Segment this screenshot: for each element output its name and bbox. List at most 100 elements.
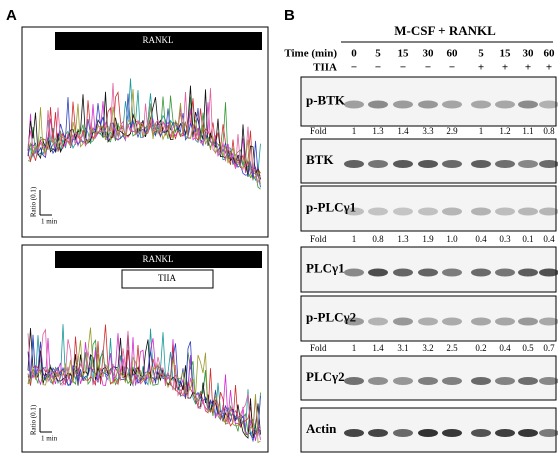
band: [518, 160, 538, 168]
band: [418, 429, 438, 437]
tiia-value: +: [525, 62, 531, 74]
inhibitor-box: [121, 269, 214, 289]
fold-value: 3.3: [422, 126, 434, 136]
band: [539, 268, 558, 277]
band: [518, 429, 538, 437]
fold-value: 0.8: [543, 126, 555, 136]
band: [344, 100, 364, 109]
band: [344, 377, 364, 385]
band: [418, 377, 438, 385]
fold-value: 0.4: [475, 234, 487, 244]
band: [539, 377, 558, 385]
tiia-value: −: [400, 62, 406, 74]
fold-value: 0.5: [522, 343, 534, 353]
fold-value: 1.4: [397, 126, 409, 136]
fold-value: 0.4: [543, 234, 555, 244]
fold-value: 1: [352, 126, 357, 136]
fold-value: 3.1: [397, 343, 408, 353]
band: [368, 160, 388, 168]
fold-value: 0.3: [499, 234, 511, 244]
fold-value: 1: [352, 343, 357, 353]
fold-value: 0.8: [372, 234, 384, 244]
time-value: 5: [375, 48, 381, 60]
band: [418, 100, 438, 109]
blot-label: BTK: [306, 152, 334, 167]
band: [539, 100, 558, 109]
band: [518, 317, 538, 326]
time-value: 15: [398, 48, 410, 60]
band: [471, 429, 491, 437]
blot-label: p-PLCγ1: [306, 199, 356, 214]
band: [518, 207, 538, 216]
time-value: 0: [351, 48, 357, 60]
band: [368, 429, 388, 437]
fold-label: Fold: [310, 126, 327, 136]
band: [442, 160, 462, 168]
band: [393, 207, 413, 216]
band: [442, 317, 462, 326]
fold-value: 0.4: [499, 343, 511, 353]
band: [442, 377, 462, 385]
fold-value: 1.9: [422, 234, 434, 244]
band: [539, 207, 558, 216]
band: [393, 429, 413, 437]
blot-frame: [300, 295, 557, 342]
band: [418, 207, 438, 216]
band: [471, 317, 491, 326]
blot-label: PLCγ1: [306, 260, 345, 275]
band: [393, 160, 413, 168]
blot-label: p-PLCγ2: [306, 309, 356, 324]
band: [344, 317, 364, 326]
tiia-value: +: [546, 62, 552, 74]
panel-frame: [21, 26, 269, 238]
tiia-value: +: [502, 62, 508, 74]
band: [393, 377, 413, 385]
band: [495, 160, 515, 168]
fold-value: 0.2: [475, 343, 486, 353]
traces: [27, 78, 261, 190]
band: [539, 429, 558, 437]
x-label: 1 min: [41, 218, 58, 226]
tiia-label: TIIA: [313, 62, 337, 74]
band: [471, 160, 491, 168]
band: [495, 377, 515, 385]
trace: [27, 328, 261, 432]
fold-value: 1: [352, 234, 357, 244]
tiia-value: −: [375, 62, 381, 74]
trace: [27, 334, 261, 443]
band: [344, 207, 364, 216]
band: [368, 377, 388, 385]
stim-bar: [55, 32, 262, 50]
time-value: 30: [523, 48, 535, 60]
fold-value: 1.0: [446, 234, 458, 244]
trace: [27, 327, 261, 444]
band: [442, 207, 462, 216]
inhibitor-label: TIIA: [158, 273, 176, 283]
tiia-value: +: [478, 62, 484, 74]
time-value: 30: [423, 48, 435, 60]
band: [471, 268, 491, 277]
blot-frame: [300, 76, 557, 127]
band: [442, 268, 462, 277]
band: [539, 160, 558, 168]
blot-label: PLCγ2: [306, 369, 345, 384]
blot-label: p-BTK: [306, 92, 346, 107]
band: [418, 268, 438, 277]
trace: [27, 89, 261, 185]
panel-label: B: [284, 7, 295, 24]
stim-label: RANKL: [143, 254, 174, 264]
band: [495, 100, 515, 109]
stim-label: RANKL: [143, 35, 174, 45]
band: [368, 207, 388, 216]
band: [495, 268, 515, 277]
band: [393, 317, 413, 326]
band: [368, 317, 388, 326]
fold-value: 1.2: [499, 126, 510, 136]
band: [518, 377, 538, 385]
band: [495, 429, 515, 437]
fold-value: 1.4: [372, 343, 384, 353]
time-value: 5: [478, 48, 484, 60]
fold-value: 1: [479, 126, 484, 136]
fold-label: Fold: [310, 234, 327, 244]
